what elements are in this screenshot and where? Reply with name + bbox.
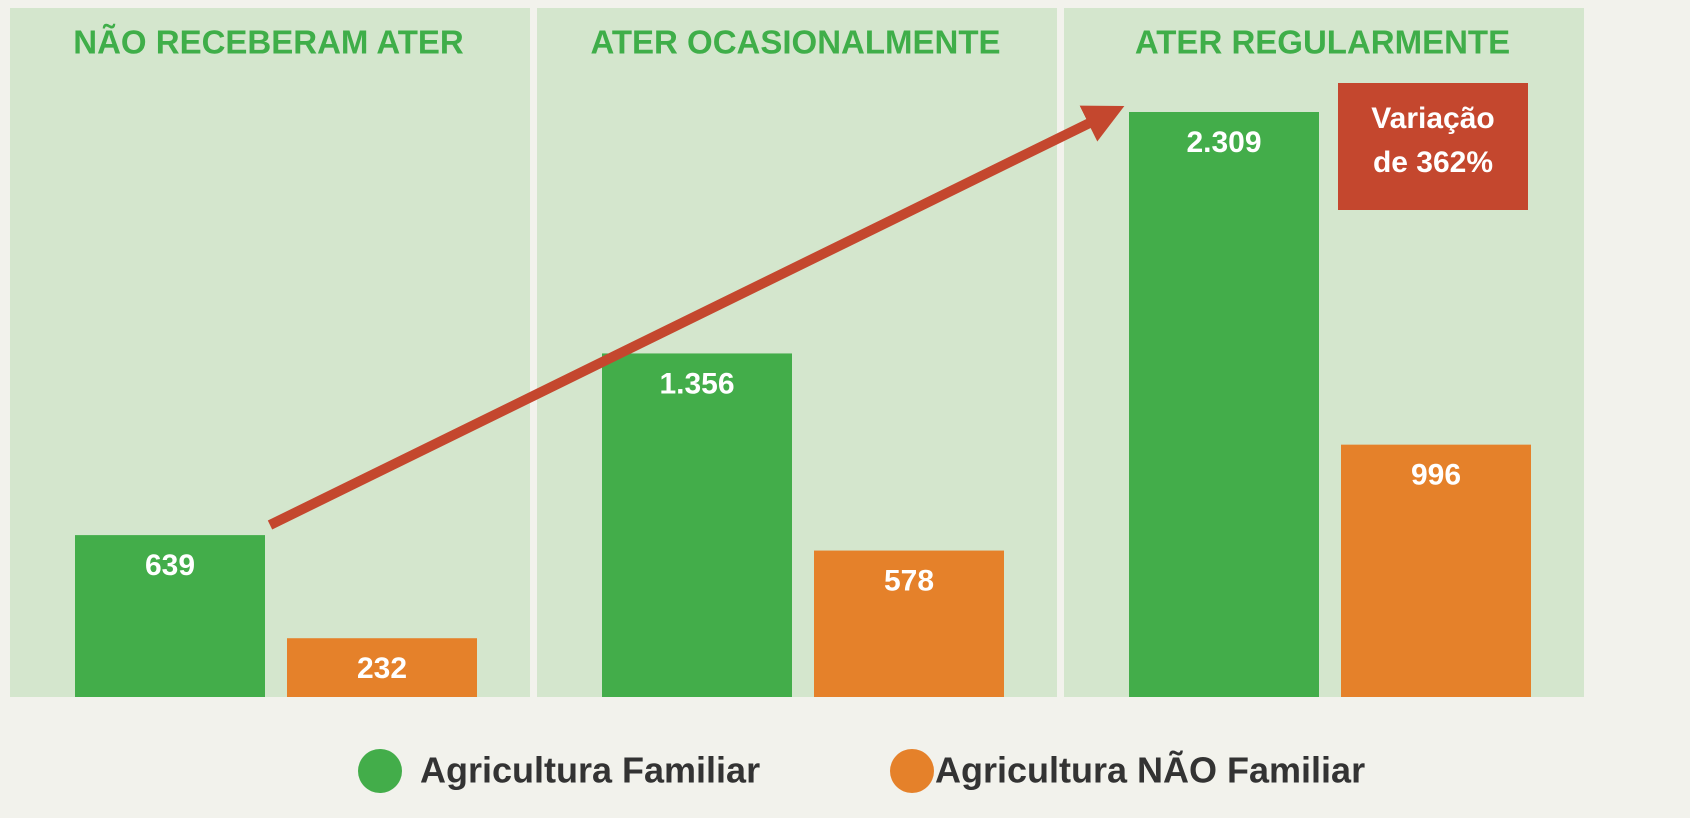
- trend-arrow: [267, 105, 1125, 530]
- bar: [602, 353, 792, 697]
- bar: [814, 550, 1004, 697]
- value-label: 578: [884, 564, 934, 597]
- legend-label: Agricultura Familiar: [420, 750, 760, 791]
- legend-label: Agricultura NÃO Familiar: [935, 749, 1365, 791]
- bar: [287, 638, 477, 697]
- bar: [1341, 444, 1531, 697]
- value-label: 639: [145, 549, 195, 582]
- category-label: ATER OCASIONALMENTE: [590, 24, 1000, 61]
- category-label: NÃO RECEBERAM ATER: [73, 24, 464, 61]
- value-label: 232: [357, 652, 407, 685]
- bar: [75, 535, 265, 697]
- value-label: 1.356: [659, 367, 734, 400]
- value-label: 2.309: [1186, 126, 1261, 159]
- annotation: de 362%: [1373, 146, 1493, 179]
- category-label: ATER REGULARMENTE: [1135, 24, 1510, 61]
- annotation-box: [1338, 83, 1528, 210]
- value-label: 996: [1411, 459, 1461, 492]
- legend-swatch: [358, 749, 402, 793]
- legend-swatch: [890, 749, 934, 793]
- bar: [1129, 112, 1319, 697]
- annotation: Variação: [1371, 102, 1494, 135]
